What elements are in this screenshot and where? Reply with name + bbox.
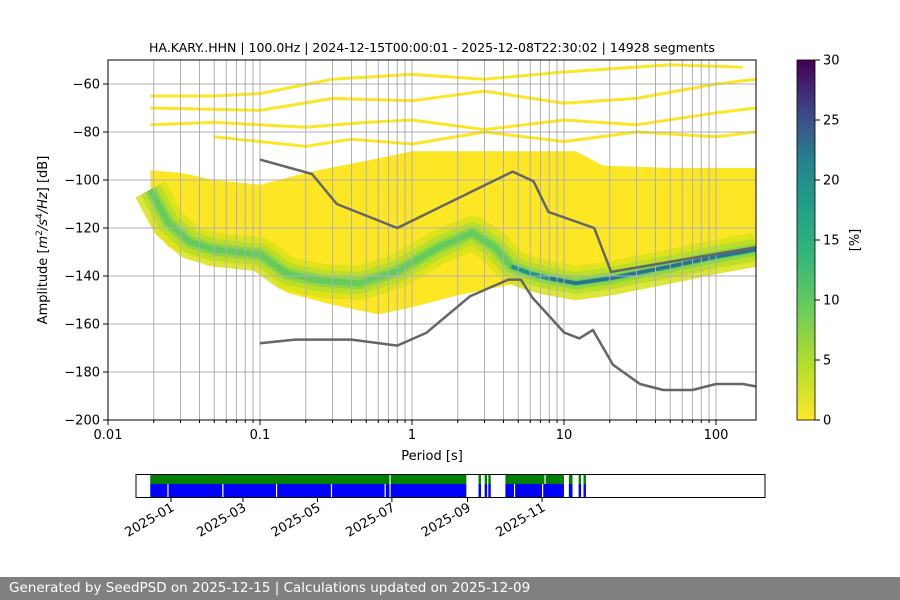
psd-outlier-trace <box>214 130 756 148</box>
timeline-available-segment <box>478 475 481 484</box>
timeline-used-segment <box>505 484 514 497</box>
timeline-tick-label: 2025-09 <box>419 500 474 540</box>
y-tick-label: −160 <box>64 318 100 333</box>
timeline-tick-label: 2025-11 <box>493 500 548 540</box>
x-axis-label: Period [s] <box>401 449 463 464</box>
timeline-used-segment <box>488 484 491 497</box>
timeline-tick-label: 2025-07 <box>343 500 398 540</box>
timeline-used-segment <box>543 484 564 497</box>
colorbar-tick-label: 25 <box>823 114 840 129</box>
colorbar-tick-label: 5 <box>823 354 831 369</box>
timeline-available-segment <box>488 475 491 484</box>
timeline-used-segment <box>484 484 488 497</box>
x-tick-label: 0.1 <box>250 428 271 443</box>
colorbar-label: [%] <box>848 229 863 252</box>
axes: 0.01 0.1 1 10 100 −60 −80 −100 −120 −140 −160 −180 −… <box>64 78 728 444</box>
x-tick-label: 1 <box>408 428 416 443</box>
timeline-used-segment <box>223 484 276 497</box>
timeline-tick-label: 2025-03 <box>194 500 249 540</box>
timeline-tick-label: 2025-05 <box>269 500 324 540</box>
ppsd-chart: HA.KARY..HHN | 100.0Hz | 2024-12-15T00:0… <box>35 40 863 541</box>
colorbar-tick-label: 10 <box>823 294 840 309</box>
colorbar-axis: 0 5 10 15 20 25 30 <box>815 54 840 429</box>
grid <box>108 60 756 420</box>
timeline-used-segment <box>578 484 582 497</box>
colorbar-tick-label: 0 <box>823 414 831 429</box>
y-tick-label: −120 <box>64 222 100 237</box>
timeline-used-segment <box>478 484 481 497</box>
timeline-used-segment <box>583 484 586 497</box>
timeline-available-segment <box>578 475 582 484</box>
footer-text: Generated by SeedPSD on 2025-12-15 | Cal… <box>0 577 900 600</box>
timeline-available-segment <box>484 475 488 484</box>
timeline-available-segment <box>150 475 390 484</box>
y-axis-label: Amplitude [m2/s4/Hz] [dB] <box>35 156 51 325</box>
timeline-tick-label: 2025-01 <box>122 500 177 540</box>
plot-frame <box>107 59 757 421</box>
y-tick-label: −200 <box>64 414 100 429</box>
colorbar-tick-label: 30 <box>823 54 840 69</box>
noise-models <box>259 158 756 392</box>
timeline-used-segment <box>515 484 543 497</box>
colorbar-tick-label: 15 <box>823 234 840 249</box>
timeline-used-segment <box>568 484 573 497</box>
y-tick-label: −100 <box>64 174 100 189</box>
colorbar-tick-label: 20 <box>823 174 840 189</box>
x-tick-label: 10 <box>556 428 573 443</box>
timeline-available-segment <box>545 475 564 484</box>
timeline-available-segment <box>390 475 467 484</box>
y-tick-label: −140 <box>64 270 100 285</box>
x-tick-label: 100 <box>704 428 729 443</box>
x-tick-label: 0.01 <box>94 428 123 443</box>
noise-model-nlnm <box>259 278 756 392</box>
timeline-used-segment <box>332 484 385 497</box>
timeline-available-segment <box>583 475 586 484</box>
timeline-used-segment <box>385 484 390 497</box>
psd-mode-peak <box>549 248 756 285</box>
timeline-used-segment <box>150 484 168 497</box>
timeline-frame <box>135 474 766 498</box>
y-tick-label: −60 <box>73 78 100 93</box>
y-tick-label: −80 <box>73 126 100 141</box>
chart-title: HA.KARY..HHN | 100.0Hz | 2024-12-15T00:0… <box>149 40 715 55</box>
timeline-used-segment <box>168 484 223 497</box>
timeline-available-segment <box>505 475 545 484</box>
colorbar <box>796 59 816 421</box>
timeline-available-segment <box>568 475 573 484</box>
timeline-used-segment <box>277 484 331 497</box>
psd-outlier-trace <box>150 63 743 98</box>
y-tick-label: −180 <box>64 366 100 381</box>
psd-density <box>135 63 756 315</box>
timeline-used-segment <box>390 484 467 497</box>
data-availability-timeline: 2025-01 2025-03 2025-05 2025-07 2025-09 2025-… <box>122 474 766 541</box>
noise-model-nhnm <box>259 158 756 274</box>
